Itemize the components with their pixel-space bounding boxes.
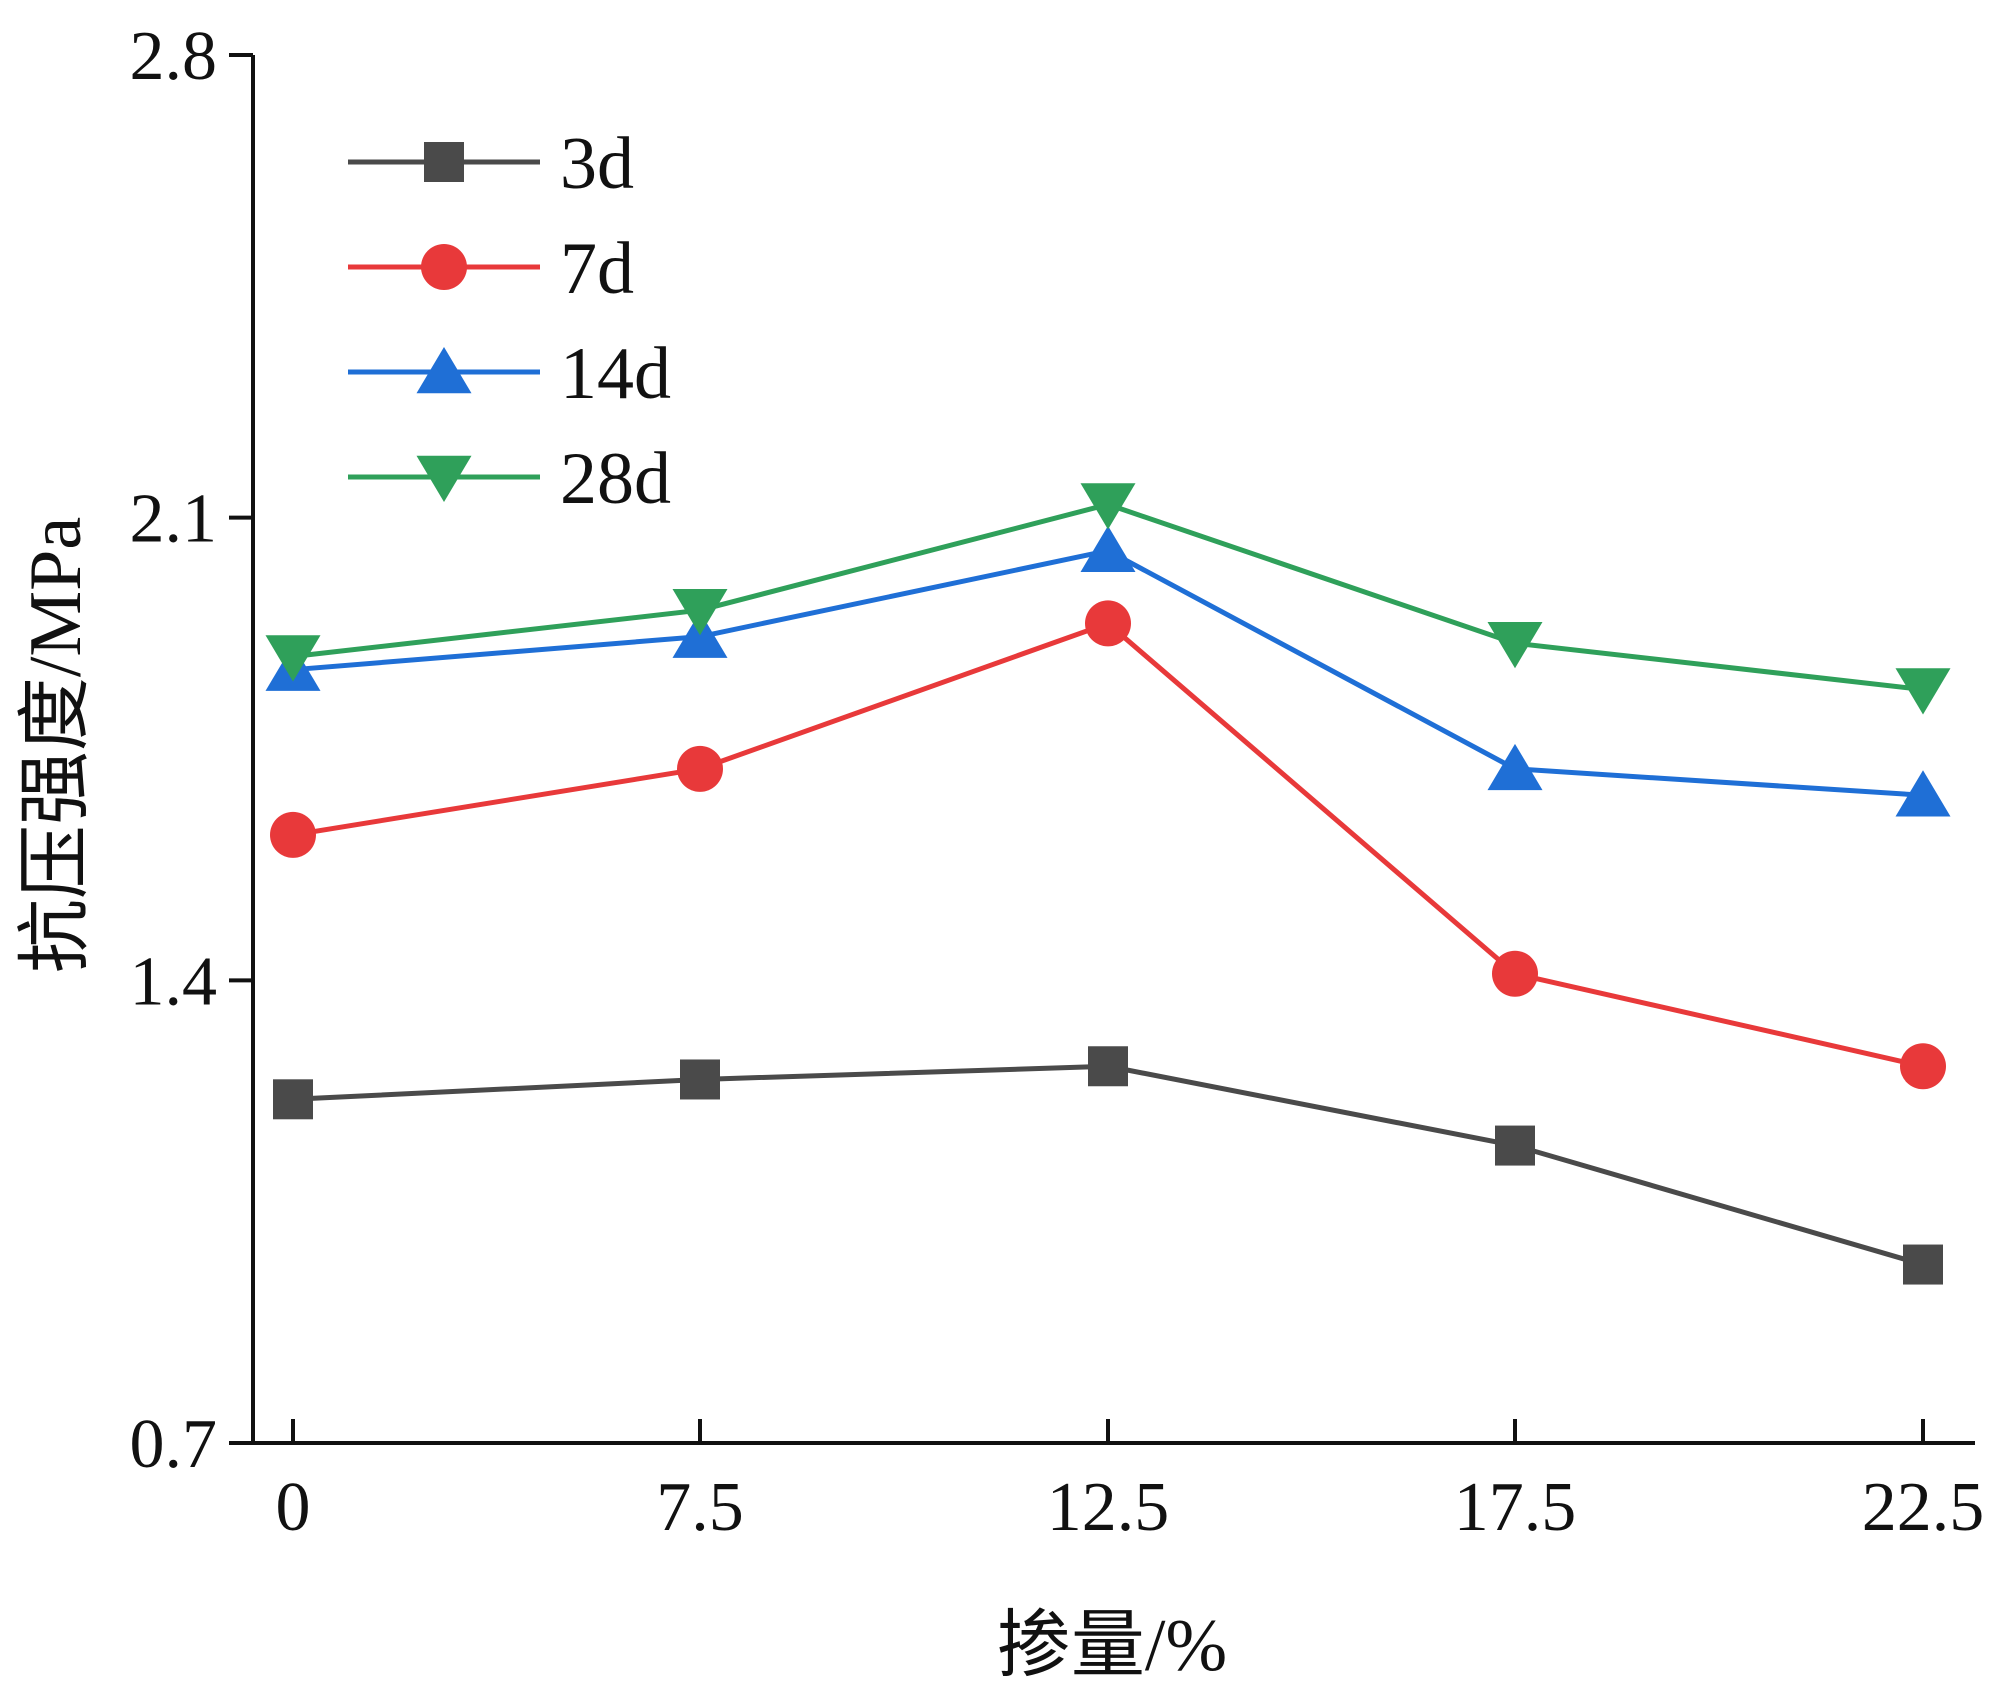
- point-14d-3: [1487, 743, 1543, 791]
- point-14d-4: [1895, 770, 1951, 817]
- legend-marker-28d: [416, 455, 472, 502]
- x-ticks: 0 7.5 12.5 17.5 22.5: [276, 1419, 1985, 1546]
- point-7d-0: [270, 811, 316, 858]
- point-14d-2: [1080, 525, 1136, 572]
- point-28d-4: [1895, 668, 1951, 715]
- series-line-14d: [292, 548, 1924, 798]
- y-tick-label-0: 0.7: [130, 1406, 218, 1483]
- series-line-7d: [292, 620, 1924, 1069]
- axes: [251, 55, 1975, 1445]
- legend: 3d 7d 14d 28d: [348, 123, 671, 520]
- point-28d-0: [265, 635, 321, 682]
- point-28d-3: [1487, 621, 1543, 669]
- point-3d-4: [1903, 1244, 1943, 1285]
- point-3d-2: [1088, 1046, 1128, 1087]
- x-tick-label-1: 7.5: [656, 1469, 744, 1546]
- point-7d-4: [1900, 1043, 1946, 1090]
- y-tick-label-3: 2.8: [130, 18, 218, 95]
- x-tick-label-0: 0: [276, 1469, 311, 1546]
- point-28d-1: [672, 588, 728, 636]
- legend-marker-7d: [421, 244, 467, 290]
- series-markers: [265, 483, 1951, 1285]
- point-7d-2: [1085, 600, 1131, 647]
- point-3d-1: [680, 1059, 720, 1100]
- legend-marker-14d: [416, 347, 472, 394]
- point-28d-2: [1080, 483, 1136, 530]
- legend-marker-3d: [424, 142, 464, 182]
- y-tick-label-1: 1.4: [130, 943, 218, 1020]
- legend-label-14d: 14d: [560, 333, 671, 415]
- legend-label-28d: 28d: [560, 438, 671, 520]
- y-ticks: 0.7 1.4 2.1 2.8: [130, 18, 253, 1483]
- x-tick-label-3: 17.5: [1454, 1469, 1577, 1546]
- y-tick-label-2: 2.1: [130, 481, 218, 558]
- legend-label-3d: 3d: [560, 123, 634, 205]
- legend-label-7d: 7d: [560, 228, 634, 310]
- point-3d-0: [273, 1079, 313, 1120]
- point-3d-3: [1495, 1125, 1535, 1166]
- x-axis-title: 掺量/%: [997, 1605, 1227, 1687]
- point-7d-1: [677, 745, 723, 792]
- series-line-3d: [292, 1063, 1924, 1267]
- point-7d-3: [1492, 950, 1538, 997]
- x-tick-label-2: 12.5: [1047, 1469, 1170, 1546]
- x-tick-label-4: 22.5: [1862, 1469, 1985, 1546]
- y-axis-title: 抗压强度/MPa: [15, 517, 97, 973]
